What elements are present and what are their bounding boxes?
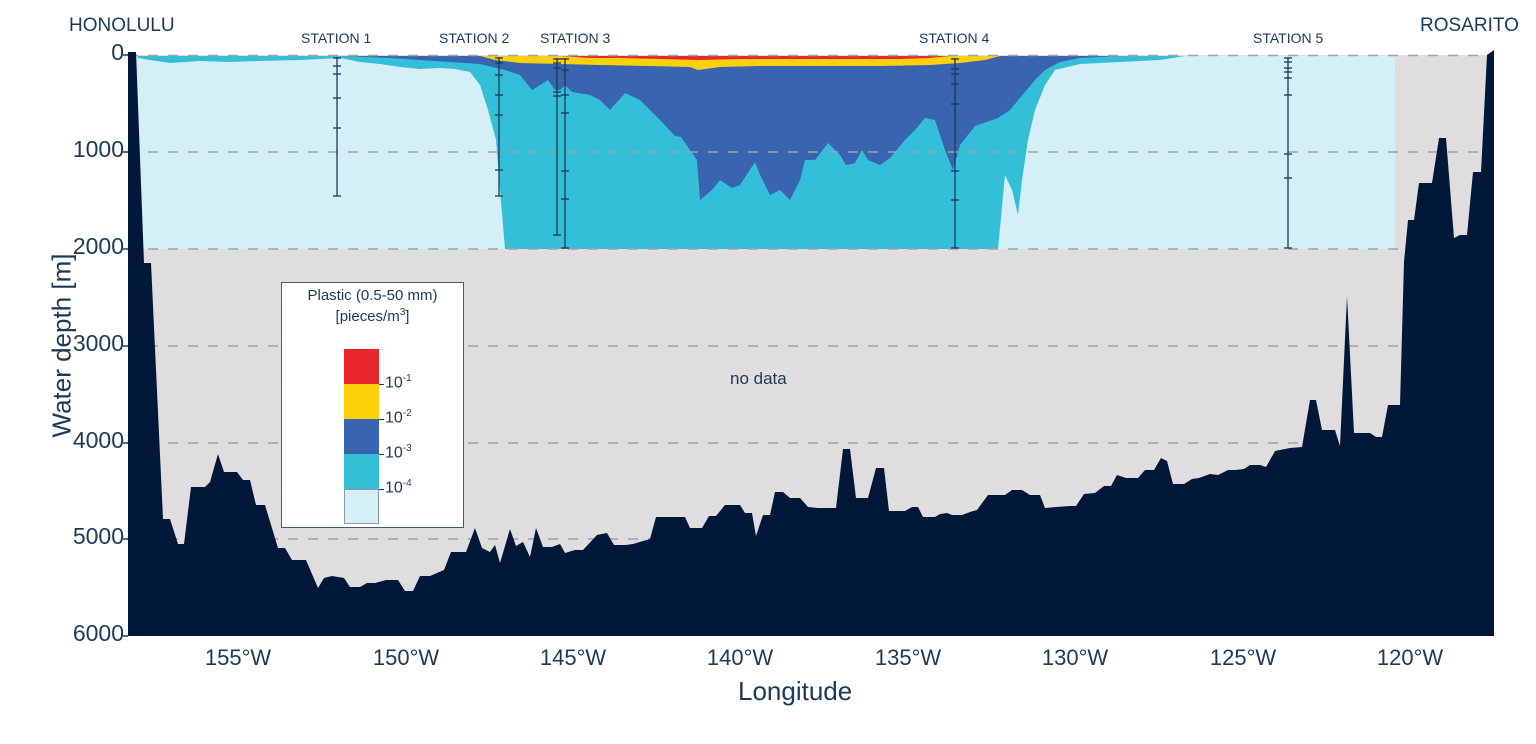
y-tick-1000: 1000	[72, 136, 124, 162]
x-tick-145w: 145°W	[539, 645, 607, 670]
right-endpoint-label: ROSARITO	[1420, 15, 1519, 36]
legend-units-text: [pieces/m	[335, 308, 400, 325]
y-tick-0: 0	[111, 39, 124, 65]
left-endpoint-label: HONOLULU	[69, 15, 175, 36]
layer-1e-2-to-1e-1	[480, 56, 1000, 70]
station-2-label: STATION 2	[439, 30, 510, 46]
x-tick-125w: 125°W	[1209, 645, 1277, 670]
layer-above-1e-1	[560, 56, 950, 60]
y-tick-3000: 3000	[72, 330, 124, 356]
station-4-label: STATION 4	[919, 30, 990, 46]
y-tick-6000: 6000	[72, 620, 124, 646]
colorbar-legend: Plastic (0.5-50 mm) [pieces/m3] 10-1 10-…	[281, 282, 464, 528]
legend-tick	[379, 454, 384, 455]
legend-units-exponent: 3	[399, 307, 406, 318]
legend-title: Plastic (0.5-50 mm)	[307, 287, 438, 304]
legend-swatch-cyan	[344, 454, 379, 489]
legend-swatch-yellow	[344, 384, 379, 419]
station-3-label: STATION 3	[540, 30, 611, 46]
legend-units: [pieces/m3]	[282, 307, 463, 325]
y-axis-ticks	[123, 54, 128, 637]
legend-label-1e-4: 10-4	[385, 478, 412, 497]
legend-swatch-pale	[344, 489, 379, 524]
legend-tick	[379, 489, 384, 490]
x-axis-label: Longitude	[738, 676, 853, 706]
x-tick-140w: 140°W	[706, 645, 774, 670]
y-tick-4000: 4000	[72, 427, 124, 453]
x-tick-155w: 155°W	[204, 645, 272, 670]
layer-1e-3-to-1e-2	[340, 56, 1120, 200]
legend-swatch-dark-blue	[344, 419, 379, 454]
y-tick-5000: 5000	[72, 523, 124, 549]
legend-units-close: ]	[405, 308, 410, 325]
station-1-label: STATION 1	[301, 30, 372, 46]
x-tick-130w: 130°W	[1041, 645, 1109, 670]
station-5-label: STATION 5	[1253, 30, 1324, 46]
x-tick-150w: 150°W	[372, 645, 440, 670]
seafloor-bathymetry	[128, 50, 1494, 636]
legend-tick	[379, 384, 384, 385]
x-tick-135w: 135°W	[874, 645, 942, 670]
legend-label-1e-2: 10-2	[385, 408, 412, 427]
legend-label-1e-3: 10-3	[385, 443, 412, 462]
legend-tick	[379, 419, 384, 420]
legend-swatch-red	[344, 349, 379, 384]
no-data-label: no data	[730, 369, 787, 388]
legend-label-1e-1: 10-1	[385, 373, 412, 392]
y-tick-2000: 2000	[72, 233, 124, 259]
x-tick-120w: 120°W	[1376, 645, 1444, 670]
y-axis-label: Water depth [m]	[46, 253, 77, 438]
station-sampling-lines	[333, 57, 1292, 249]
